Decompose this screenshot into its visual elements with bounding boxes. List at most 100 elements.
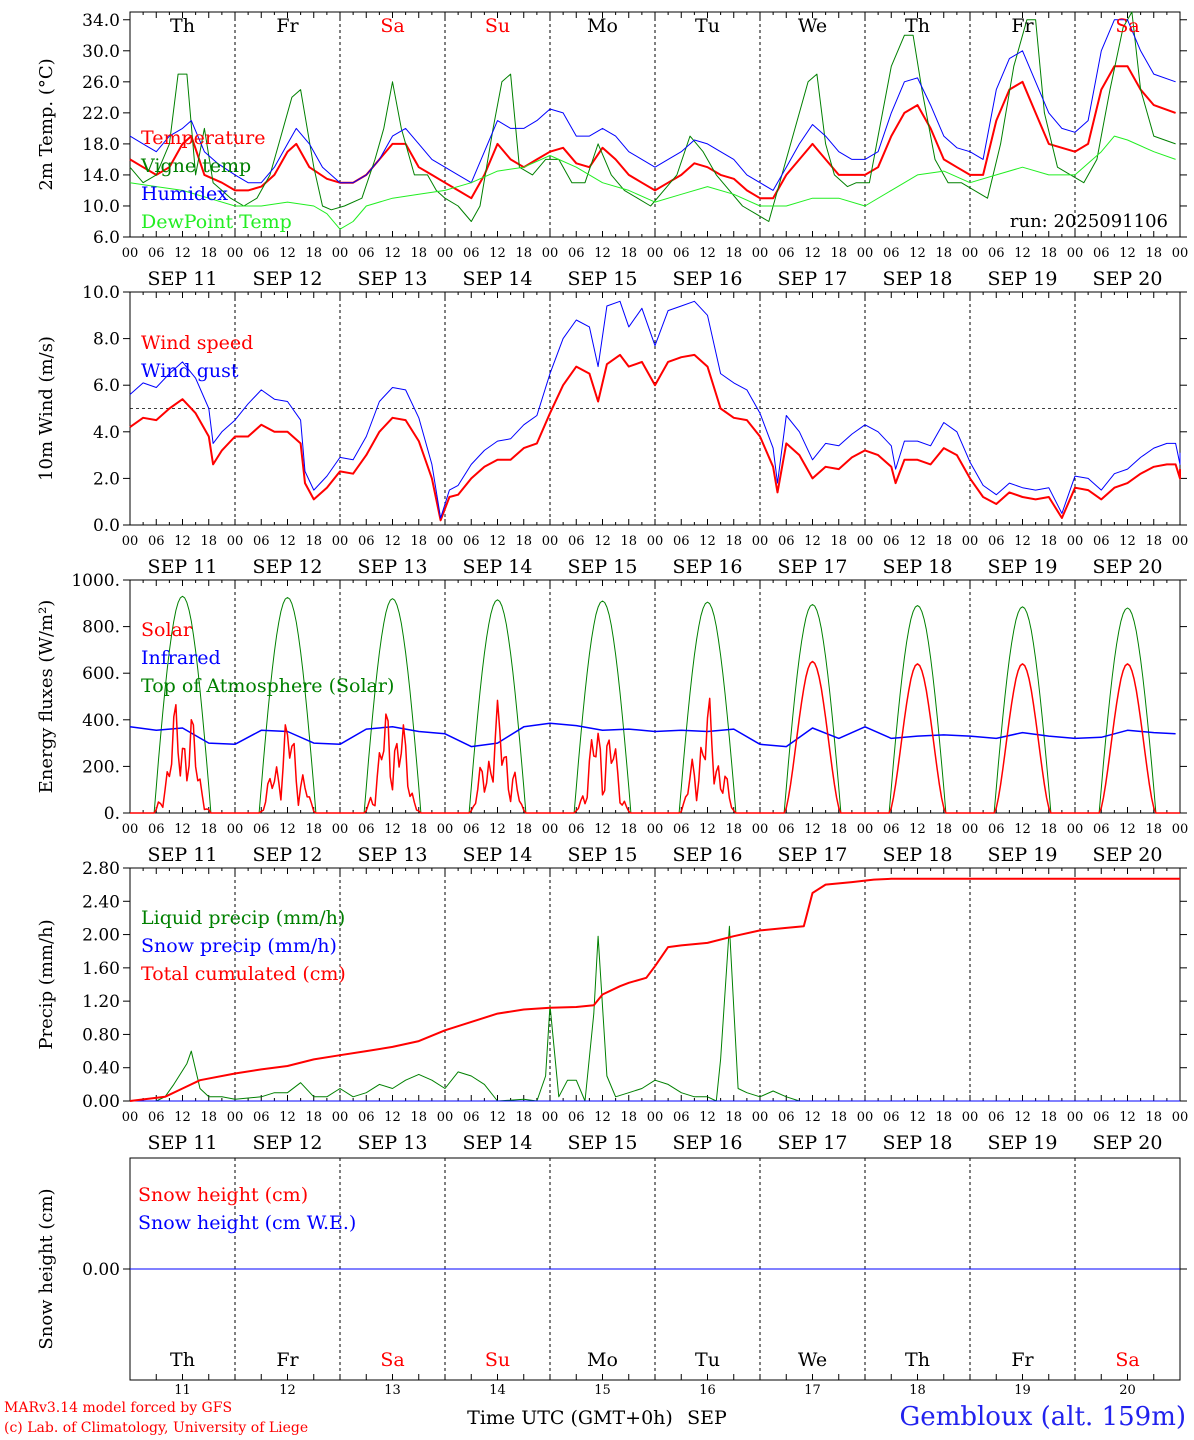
hour-tick-label: 00: [542, 1110, 559, 1125]
hour-tick-label: 06: [148, 1110, 165, 1125]
hour-tick-label: 06: [778, 1110, 795, 1125]
hour-tick-label: 12: [804, 534, 821, 549]
hour-tick-label: 18: [1040, 534, 1057, 549]
y-axis-title: 2m Temp. (°C): [36, 58, 57, 190]
hour-tick-label: 12: [594, 822, 611, 837]
legend-entry: Snow height (cm W.E.): [138, 1212, 356, 1234]
weekday-label: Th: [170, 1349, 195, 1371]
hour-tick-label: 00: [962, 822, 979, 837]
location-title: Gembloux (alt. 159m): [899, 1402, 1186, 1432]
hour-tick-label: 12: [384, 822, 401, 837]
weekday-label: Sa: [380, 15, 404, 37]
y-axis-title: Precip (mm/h): [36, 919, 57, 1049]
weekday-label: Th: [905, 15, 930, 37]
hour-tick-label: 00: [1067, 246, 1084, 261]
hour-tick-label: 18: [1040, 1110, 1057, 1125]
y-tick-label: 10.0: [82, 197, 120, 217]
date-label: SEP 14: [463, 556, 533, 578]
hour-tick-label: 00: [122, 822, 139, 837]
day-number-label: 17: [804, 1383, 821, 1398]
hour-tick-label: 00: [1067, 822, 1084, 837]
hour-tick-label: 00: [752, 1110, 769, 1125]
month-label: SEP: [687, 1407, 727, 1429]
hour-tick-label: 00: [752, 246, 769, 261]
hour-tick-label: 06: [778, 822, 795, 837]
hour-tick-label: 12: [279, 1110, 296, 1125]
date-label: SEP 18: [883, 1132, 953, 1154]
x-axis-title: Time UTC (GMT+0h): [467, 1407, 673, 1429]
legend-entry: Snow height (cm): [138, 1184, 308, 1206]
hour-tick-label: 12: [1014, 1110, 1031, 1125]
y-tick-label: 0.00: [82, 1260, 120, 1280]
date-label: SEP 20: [1093, 844, 1163, 866]
y-tick-label: 600.: [82, 664, 120, 684]
hour-tick-label: 12: [909, 1110, 926, 1125]
date-label: SEP 13: [358, 1132, 428, 1154]
weekday-label: Sa: [1115, 15, 1139, 37]
hour-tick-label: 06: [778, 246, 795, 261]
legend-entry: Vigne temp: [140, 155, 251, 177]
weekday-label: Sa: [1115, 1349, 1139, 1371]
date-label: SEP 12: [253, 1132, 323, 1154]
hour-tick-label: 00: [1067, 1110, 1084, 1125]
date-label: SEP 14: [463, 1132, 533, 1154]
y-tick-label: 2.40: [82, 892, 120, 912]
hour-tick-label: 00: [1172, 1110, 1189, 1125]
hour-tick-label: 06: [358, 534, 375, 549]
hour-tick-label: 06: [253, 534, 270, 549]
hour-tick-label: 06: [988, 822, 1005, 837]
hour-tick-label: 18: [620, 1110, 637, 1125]
legend-entry: Top of Atmosphere (Solar): [141, 675, 394, 697]
date-label: SEP 13: [358, 268, 428, 290]
weekday-label: We: [798, 15, 827, 37]
hour-tick-label: 18: [725, 822, 742, 837]
hour-tick-label: 00: [857, 246, 874, 261]
date-label: SEP 15: [568, 268, 638, 290]
hour-tick-label: 06: [463, 246, 480, 261]
weekday-label: Mo: [587, 15, 618, 37]
date-label: SEP 19: [988, 844, 1058, 866]
hour-tick-label: 00: [437, 534, 454, 549]
hour-tick-label: 12: [489, 534, 506, 549]
legend-entry: Snow precip (mm/h): [141, 935, 337, 957]
date-label: SEP 18: [883, 844, 953, 866]
date-label: SEP 19: [988, 556, 1058, 578]
hour-tick-label: 06: [253, 1110, 270, 1125]
hour-tick-label: 18: [305, 822, 322, 837]
series-vigne-temp: [129, 11, 1176, 222]
hour-tick-label: 18: [830, 246, 847, 261]
date-label: SEP 12: [253, 844, 323, 866]
hour-tick-label: 18: [515, 534, 532, 549]
hour-tick-label: 00: [542, 246, 559, 261]
y-tick-label: 400.: [82, 711, 120, 731]
hour-tick-label: 18: [1145, 1110, 1162, 1125]
y-tick-label: 2.0: [93, 469, 120, 489]
hour-tick-label: 12: [804, 246, 821, 261]
hour-tick-label: 00: [122, 246, 139, 261]
hour-tick-label: 00: [227, 534, 244, 549]
hour-tick-label: 12: [279, 822, 296, 837]
day-number-label: 16: [699, 1383, 716, 1398]
hour-tick-label: 06: [358, 1110, 375, 1125]
day-number-label: 18: [909, 1383, 926, 1398]
series-total-cumulated-cm-: [129, 877, 1180, 1102]
hour-tick-label: 00: [857, 822, 874, 837]
hour-tick-label: 18: [1040, 246, 1057, 261]
legend-entry: Solar: [141, 619, 193, 641]
date-label: SEP 11: [148, 1132, 218, 1154]
hour-tick-label: 00: [542, 822, 559, 837]
hour-tick-label: 18: [1145, 246, 1162, 261]
hour-tick-label: 18: [410, 246, 427, 261]
legend-entry: Wind gust: [141, 360, 239, 382]
hour-tick-label: 00: [752, 822, 769, 837]
date-label: SEP 20: [1093, 556, 1163, 578]
y-tick-label: 1000.: [71, 571, 120, 591]
y-tick-label: 8.0: [93, 330, 120, 350]
hour-tick-label: 18: [410, 1110, 427, 1125]
hour-tick-label: 18: [515, 246, 532, 261]
hour-tick-label: 18: [725, 1110, 742, 1125]
hour-tick-label: 12: [1119, 534, 1136, 549]
y-tick-label: 1.20: [82, 992, 120, 1012]
hour-tick-label: 06: [883, 246, 900, 261]
hour-tick-label: 06: [463, 822, 480, 837]
